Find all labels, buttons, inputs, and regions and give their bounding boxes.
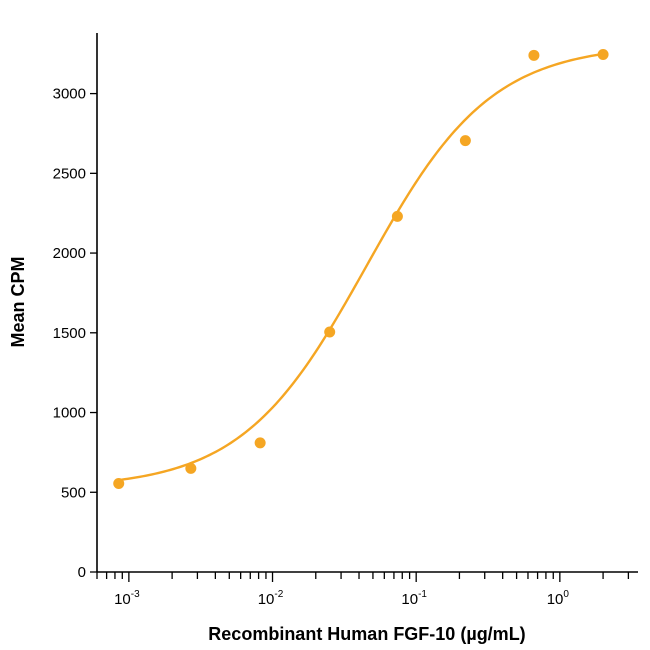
data-point xyxy=(113,477,125,489)
y-tick-label: 500 xyxy=(61,484,86,501)
data-point xyxy=(324,326,336,338)
y-tick-label: 2000 xyxy=(53,245,86,262)
data-point xyxy=(459,135,471,147)
y-tick-label: 0 xyxy=(78,564,86,581)
data-point xyxy=(185,462,197,474)
y-tick-label: 3000 xyxy=(53,86,86,103)
y-axis-title: Mean CPM xyxy=(8,256,28,347)
x-tick-label: 10-3 xyxy=(114,589,140,608)
y-tick-label: 1500 xyxy=(53,325,86,342)
data-point xyxy=(597,49,609,61)
x-tick-label: 10-1 xyxy=(401,589,427,608)
data-point xyxy=(528,49,540,61)
x-axis-title: Recombinant Human FGF-10 (µg/mL) xyxy=(208,624,525,644)
x-tick-label: 10-2 xyxy=(258,589,284,608)
y-tick-label: 1000 xyxy=(53,405,86,422)
y-tick-label: 2500 xyxy=(53,165,86,182)
data-point xyxy=(391,210,403,222)
data-points xyxy=(113,49,609,489)
fit-curve xyxy=(118,52,604,482)
y-axis-ticks: 0 500 1000 1500 2000 2500 3000 xyxy=(53,86,97,581)
data-point xyxy=(254,437,266,449)
x-axis-ticks: 10-3 10-2 10-1 100 xyxy=(96,572,630,608)
x-tick-label: 100 xyxy=(547,589,570,608)
